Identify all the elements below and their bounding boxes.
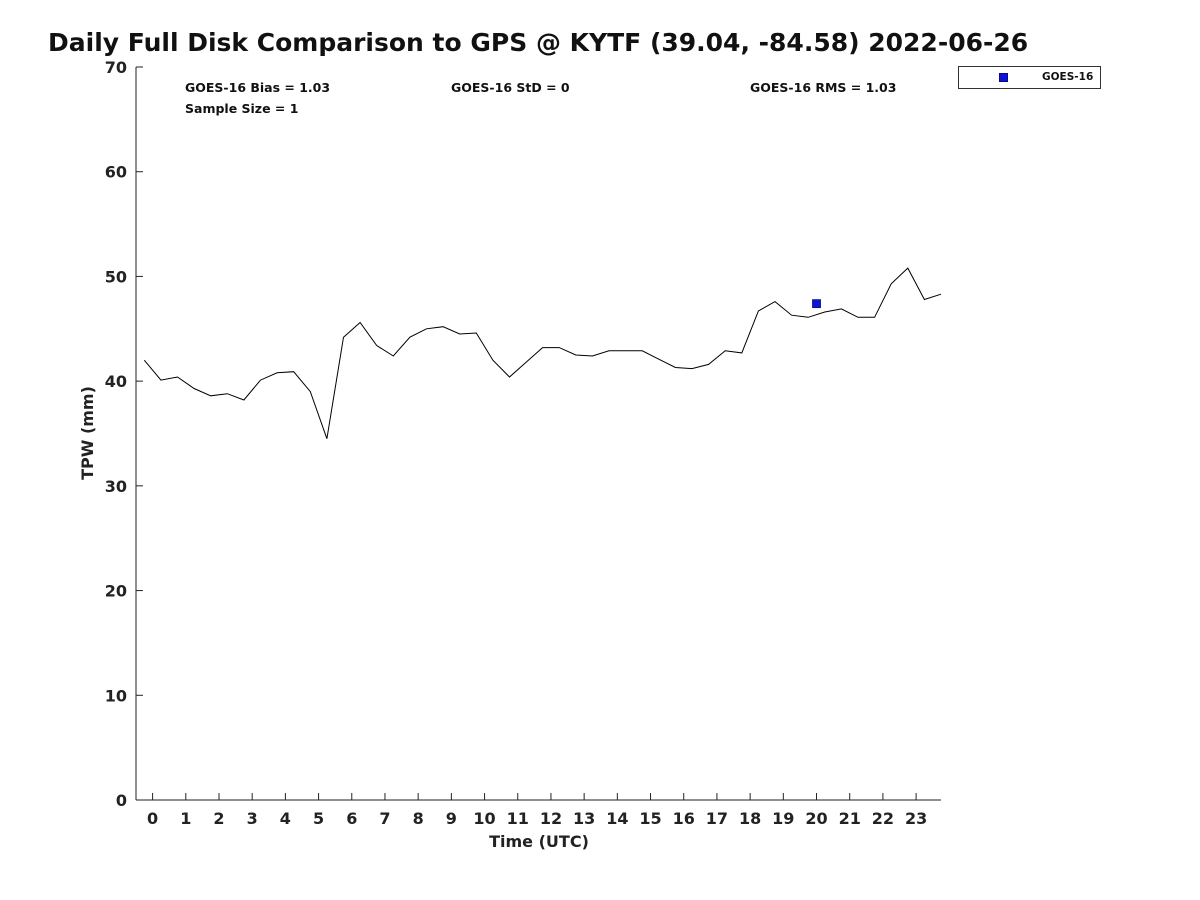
plot-area — [143, 267, 942, 439]
rms-stat: GOES-16 RMS = 1.03 — [750, 80, 897, 95]
y-tick-label: 70 — [105, 58, 127, 77]
x-tick-label: 4 — [280, 809, 291, 828]
x-tick-label: 14 — [606, 809, 628, 828]
legend-marker-goes16 — [999, 73, 1008, 82]
x-tick-label: 23 — [905, 809, 927, 828]
x-tick-label: 19 — [772, 809, 794, 828]
x-tick-label: 5 — [313, 809, 324, 828]
y-axis-label: TPW (mm) — [78, 386, 97, 480]
y-tick-label: 60 — [105, 163, 127, 182]
x-tick-label: 9 — [446, 809, 457, 828]
bias-stat: GOES-16 Bias = 1.03 — [185, 80, 331, 95]
x-tick-label: 15 — [639, 809, 661, 828]
y-tick-label: 10 — [105, 686, 127, 705]
x-tick-label: 18 — [739, 809, 761, 828]
y-tick-label: 20 — [105, 582, 127, 601]
axes — [135, 67, 941, 801]
x-tick-label: 2 — [213, 809, 224, 828]
chart-title: Daily Full Disk Comparison to GPS @ KYTF… — [48, 28, 1029, 57]
legend-label-goes16: GOES-16 — [1042, 71, 1094, 83]
x-ticks: 0 1 2 3 4 5 6 7 8 9 10 11 12 13 14 15 16 17 18 19 20 21 22 23 — [147, 793, 927, 828]
x-tick-label: 1 — [180, 809, 191, 828]
x-tick-label: 0 — [147, 809, 158, 828]
sample-size-stat: Sample Size = 1 — [185, 101, 299, 116]
x-tick-label: 11 — [507, 809, 529, 828]
x-tick-label: 12 — [540, 809, 562, 828]
y-tick-label: 0 — [116, 791, 127, 810]
x-tick-label: 3 — [247, 809, 258, 828]
y-tick-label: 50 — [105, 267, 127, 286]
x-tick-label: 6 — [346, 809, 357, 828]
x-tick-label: 7 — [379, 809, 390, 828]
x-tick-label: 13 — [573, 809, 595, 828]
gps-tpw-line — [143, 267, 942, 439]
y-ticks: 0 10 20 30 40 50 60 70 — [105, 58, 143, 810]
y-tick-label: 30 — [105, 477, 127, 496]
x-tick-label: 21 — [839, 809, 861, 828]
goes16-point — [812, 299, 821, 309]
legend: GOES-16 — [958, 66, 1101, 89]
x-tick-label: 16 — [673, 809, 695, 828]
y-tick-label: 40 — [105, 372, 127, 391]
x-tick-label: 20 — [805, 809, 827, 828]
std-stat: GOES-16 StD = 0 — [451, 80, 570, 95]
x-tick-label: 8 — [413, 809, 424, 828]
x-tick-label: 10 — [473, 809, 495, 828]
x-tick-label: 22 — [872, 809, 894, 828]
x-axis-label: Time (UTC) — [489, 832, 589, 851]
x-tick-label: 17 — [706, 809, 728, 828]
